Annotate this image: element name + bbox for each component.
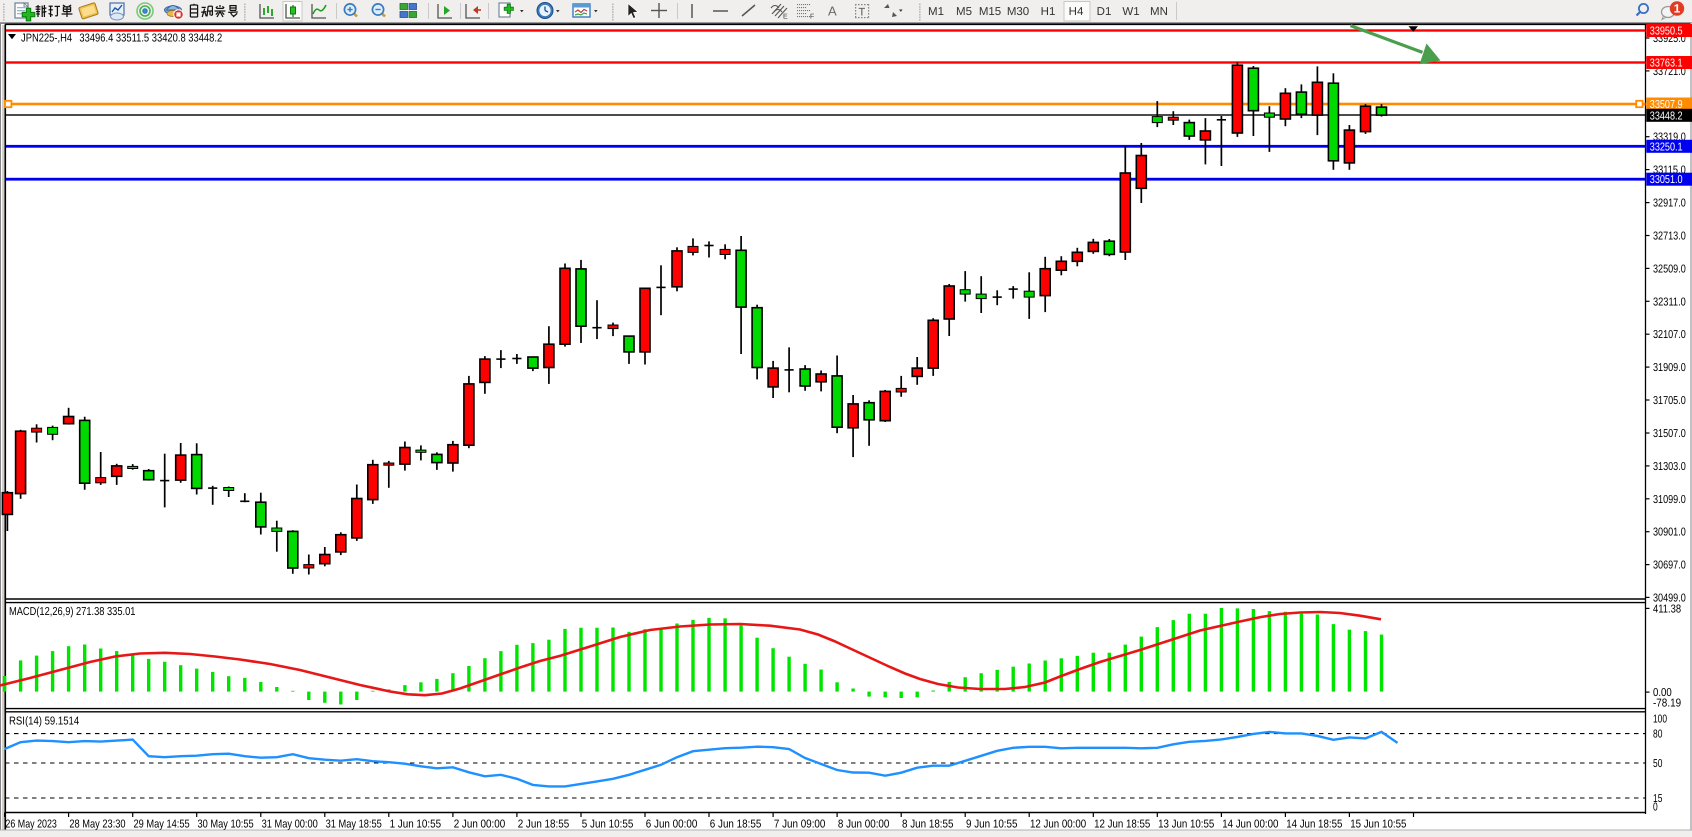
svg-text:33950.5: 33950.5 — [1650, 26, 1683, 38]
svg-text:50: 50 — [1653, 758, 1662, 770]
svg-text:33051.0: 33051.0 — [1650, 174, 1683, 186]
svg-text:31099.0: 31099.0 — [1653, 494, 1686, 506]
svg-text:30 May 10:55: 30 May 10:55 — [198, 819, 254, 831]
svg-text:29 May 14:55: 29 May 14:55 — [134, 819, 190, 831]
svg-text:32509.0: 32509.0 — [1653, 263, 1686, 275]
svg-text:31303.0: 31303.0 — [1653, 461, 1686, 473]
svg-text:31909.0: 31909.0 — [1653, 362, 1686, 374]
svg-text:32311.0: 32311.0 — [1653, 296, 1686, 308]
svg-text:80: 80 — [1653, 729, 1662, 741]
svg-text:33763.1: 33763.1 — [1650, 58, 1683, 70]
svg-text:31705.0: 31705.0 — [1653, 395, 1686, 407]
svg-text:32713.0: 32713.0 — [1653, 231, 1686, 243]
svg-text:33448.2: 33448.2 — [1650, 110, 1683, 122]
svg-text:0.00: 0.00 — [1653, 687, 1672, 699]
svg-text:8 Jun 18:55: 8 Jun 18:55 — [902, 819, 954, 831]
svg-text:6 Jun 00:00: 6 Jun 00:00 — [646, 819, 698, 831]
svg-text:15: 15 — [1653, 793, 1662, 805]
svg-text:2 Jun 00:00: 2 Jun 00:00 — [454, 819, 506, 831]
svg-text:12 Jun 00:00: 12 Jun 00:00 — [1030, 819, 1086, 831]
svg-text:6 Jun 18:55: 6 Jun 18:55 — [710, 819, 762, 831]
svg-text:M15: M15 — [979, 6, 1001, 18]
svg-text:13 Jun 10:55: 13 Jun 10:55 — [1158, 819, 1214, 831]
svg-text:H1: H1 — [1041, 6, 1056, 18]
svg-text:31 May 00:00: 31 May 00:00 — [262, 819, 318, 831]
svg-text:33250.1: 33250.1 — [1650, 141, 1683, 153]
svg-text:14 Jun 18:55: 14 Jun 18:55 — [1286, 819, 1342, 831]
svg-text:12 Jun 18:55: 12 Jun 18:55 — [1094, 819, 1150, 831]
svg-text:8 Jun 00:00: 8 Jun 00:00 — [838, 819, 890, 831]
svg-text:14 Jun 00:00: 14 Jun 00:00 — [1222, 819, 1278, 831]
svg-text:26 May 2023: 26 May 2023 — [5, 819, 57, 831]
svg-text:H4: H4 — [1069, 6, 1084, 18]
svg-text:2 Jun 18:55: 2 Jun 18:55 — [518, 819, 570, 831]
svg-text:1 Jun 10:55: 1 Jun 10:55 — [390, 819, 442, 831]
svg-text:1: 1 — [1674, 2, 1681, 16]
svg-text:JPN225-,H4 33496.4 33511.5 33: JPN225-,H4 33496.4 33511.5 33420.8 33448… — [21, 33, 222, 45]
svg-text:28 May 23:30: 28 May 23:30 — [69, 819, 125, 831]
svg-text:5 Jun 10:55: 5 Jun 10:55 — [582, 819, 634, 831]
svg-text:M30: M30 — [1007, 6, 1029, 18]
svg-text:9 Jun 10:55: 9 Jun 10:55 — [966, 819, 1018, 831]
svg-text:RSI(14) 59.1514: RSI(14) 59.1514 — [9, 716, 80, 728]
svg-text:A: A — [828, 4, 837, 19]
svg-text:W1: W1 — [1122, 6, 1139, 18]
svg-text:M5: M5 — [956, 6, 972, 18]
svg-text:30901.0: 30901.0 — [1653, 527, 1686, 539]
svg-text:F: F — [810, 14, 814, 21]
svg-text:32107.0: 32107.0 — [1653, 329, 1686, 341]
svg-text:7 Jun 09:00: 7 Jun 09:00 — [774, 819, 826, 831]
svg-text:MACD(12,26,9) 271.38 335.01: MACD(12,26,9) 271.38 335.01 — [9, 606, 135, 618]
svg-text:30499.0: 30499.0 — [1653, 592, 1686, 604]
svg-text:32917.0: 32917.0 — [1653, 198, 1686, 210]
svg-text:15 Jun 10:55: 15 Jun 10:55 — [1350, 819, 1406, 831]
svg-text:0: 0 — [1653, 801, 1658, 813]
svg-text:30697.0: 30697.0 — [1653, 560, 1686, 572]
svg-text:411.38: 411.38 — [1653, 603, 1681, 615]
svg-text:33507.9: 33507.9 — [1650, 99, 1683, 111]
svg-text:-78.19: -78.19 — [1653, 698, 1681, 710]
svg-text:31507.0: 31507.0 — [1653, 428, 1686, 440]
svg-text:E: E — [783, 14, 788, 21]
svg-text:MN: MN — [1150, 6, 1168, 18]
svg-text:100: 100 — [1653, 714, 1667, 726]
svg-text:M1: M1 — [928, 6, 944, 18]
svg-text:D1: D1 — [1097, 6, 1112, 18]
svg-text:T: T — [859, 7, 866, 19]
svg-text:31 May 18:55: 31 May 18:55 — [326, 819, 382, 831]
